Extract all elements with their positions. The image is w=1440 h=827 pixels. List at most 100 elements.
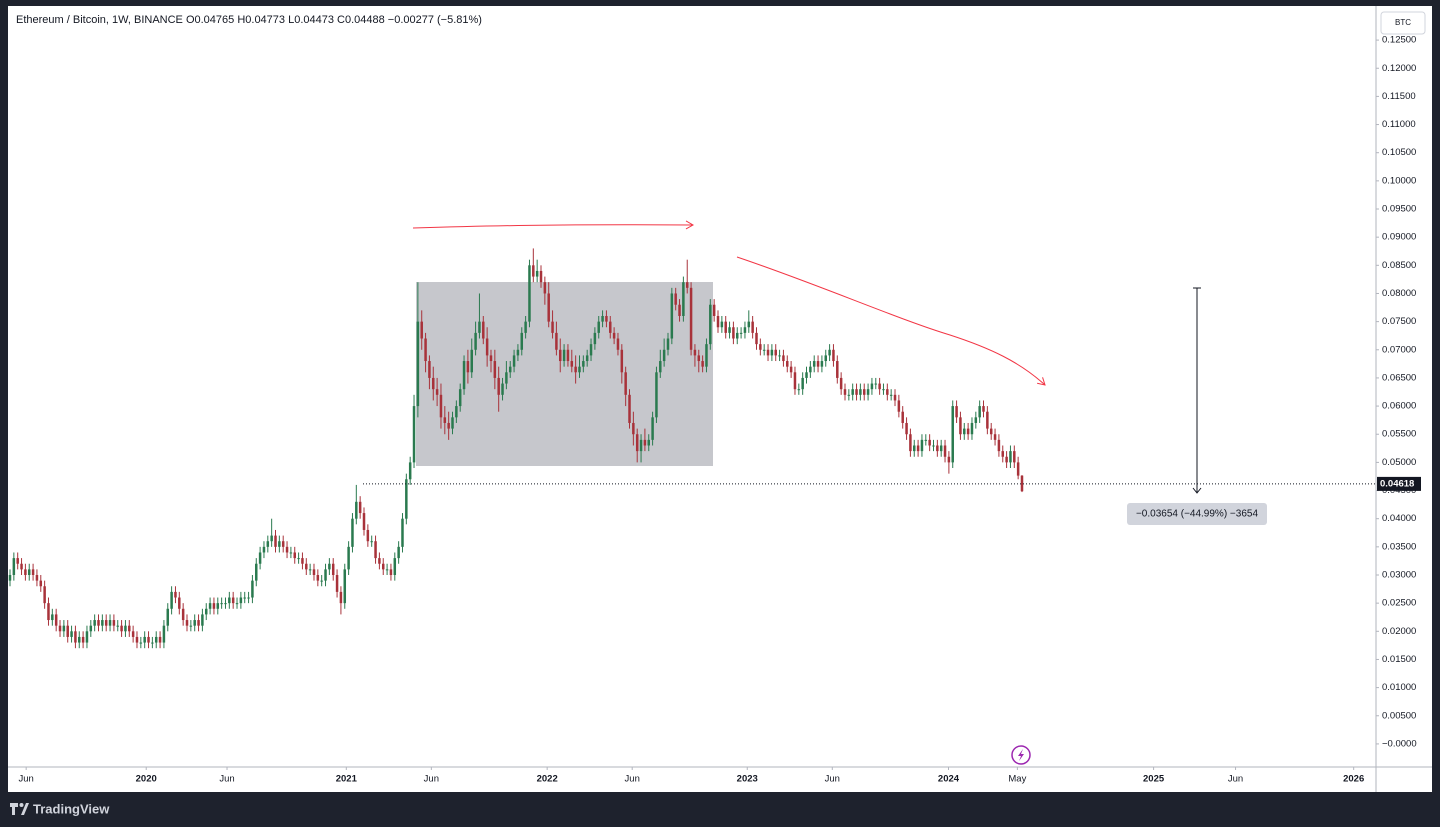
- candle-body: [855, 389, 858, 395]
- candle-body: [51, 614, 54, 621]
- y-tick-label: 0.11000: [1382, 119, 1416, 130]
- candle-body: [616, 338, 620, 350]
- candle-body: [751, 321, 754, 333]
- candle-body: [612, 332, 616, 339]
- candle-body: [347, 546, 350, 570]
- candle-body: [8, 574, 12, 581]
- candle-body: [712, 304, 716, 316]
- candle-body: [39, 580, 43, 587]
- candle-body: [601, 315, 604, 322]
- candle-body: [936, 445, 939, 452]
- candle-body: [216, 603, 220, 609]
- candle-body: [408, 462, 412, 480]
- candle-body: [1001, 451, 1005, 457]
- candle-body: [628, 394, 631, 423]
- candle-body: [312, 569, 316, 575]
- candle-body: [547, 293, 550, 322]
- candle-body: [489, 355, 493, 362]
- x-tick-label: 2024: [938, 774, 960, 785]
- candle-body: [12, 558, 16, 575]
- candle-body: [401, 518, 404, 547]
- candle-body: [85, 631, 89, 643]
- candle-body: [789, 366, 793, 373]
- candle-body: [305, 563, 308, 570]
- candle-body: [108, 620, 112, 626]
- y-tick-label: 0.09000: [1382, 232, 1416, 243]
- candle-body: [851, 389, 854, 395]
- candle-body: [732, 327, 735, 339]
- candle-body: [81, 636, 85, 643]
- candle-body: [716, 315, 720, 328]
- candle-body: [147, 636, 150, 643]
- candle-body: [362, 513, 366, 530]
- candle-body: [832, 349, 835, 362]
- candle-body: [197, 620, 200, 626]
- candle-body: [451, 417, 454, 429]
- candle-body: [393, 558, 397, 575]
- candle-body: [493, 361, 497, 378]
- candle-body: [535, 270, 539, 277]
- candle-body: [301, 558, 304, 564]
- y-tick-label: 0.03000: [1382, 570, 1416, 581]
- candle-body: [893, 394, 897, 401]
- range-box: [416, 282, 713, 466]
- candle-body: [224, 603, 227, 605]
- candle-body: [235, 603, 239, 605]
- candle-body: [997, 439, 1001, 452]
- candle-body: [1020, 475, 1024, 492]
- candle-body: [886, 389, 889, 395]
- candle-body: [605, 315, 608, 322]
- candle-body: [320, 580, 323, 582]
- replay-icon[interactable]: [1011, 745, 1031, 765]
- candle-body: [497, 377, 500, 395]
- candle-body: [966, 428, 970, 435]
- candle-body: [262, 546, 266, 553]
- candle-body: [913, 445, 916, 452]
- candle-body: [793, 372, 797, 390]
- candle-body: [139, 642, 143, 644]
- candle-body: [839, 377, 843, 390]
- candle-body: [143, 636, 146, 643]
- candle-body: [816, 361, 820, 367]
- y-tick-label: 0.12500: [1382, 35, 1416, 46]
- candle-body: [951, 406, 954, 463]
- candle-body: [843, 389, 847, 395]
- y-tick-label: 0.01000: [1382, 682, 1416, 693]
- candle-body: [932, 445, 935, 447]
- candle-body: [882, 389, 885, 391]
- candle-body: [666, 338, 670, 350]
- candle-body: [532, 265, 535, 277]
- candle-body: [458, 389, 462, 407]
- x-tick-label: Jun: [424, 774, 439, 785]
- x-tick-label: 2021: [336, 774, 358, 785]
- candle-body: [112, 620, 116, 626]
- trend-arrow: [412, 220, 695, 230]
- candle-body: [124, 625, 127, 632]
- candle-body: [135, 636, 139, 643]
- candle-body: [89, 625, 93, 632]
- candle-body: [585, 355, 589, 362]
- candle-body: [847, 394, 851, 396]
- candle-body: [836, 361, 839, 378]
- candle-body: [58, 625, 62, 632]
- candle-body: [505, 372, 508, 384]
- price-tag-label: 0.04618: [1380, 478, 1414, 489]
- candle-body: [220, 603, 223, 605]
- candle-body: [828, 349, 831, 356]
- y-tick-label: 0.05500: [1382, 429, 1416, 440]
- candle-body: [154, 636, 158, 643]
- measure-label: −0.03654 (−44.99%) −3654: [1136, 509, 1258, 520]
- candle-body: [181, 608, 185, 621]
- candle-body: [647, 439, 650, 446]
- x-tick-label: 2026: [1343, 774, 1364, 785]
- candle-body: [924, 439, 928, 441]
- candle-body: [624, 372, 627, 395]
- candle-body: [659, 361, 662, 373]
- y-tick-label: 0.05000: [1382, 457, 1416, 468]
- candle-body: [674, 293, 677, 305]
- branding: TradingView: [33, 801, 110, 816]
- candle-body: [485, 338, 489, 356]
- x-tick-label: Jun: [1228, 774, 1243, 785]
- candle-body: [24, 569, 27, 575]
- candle-body: [766, 349, 770, 356]
